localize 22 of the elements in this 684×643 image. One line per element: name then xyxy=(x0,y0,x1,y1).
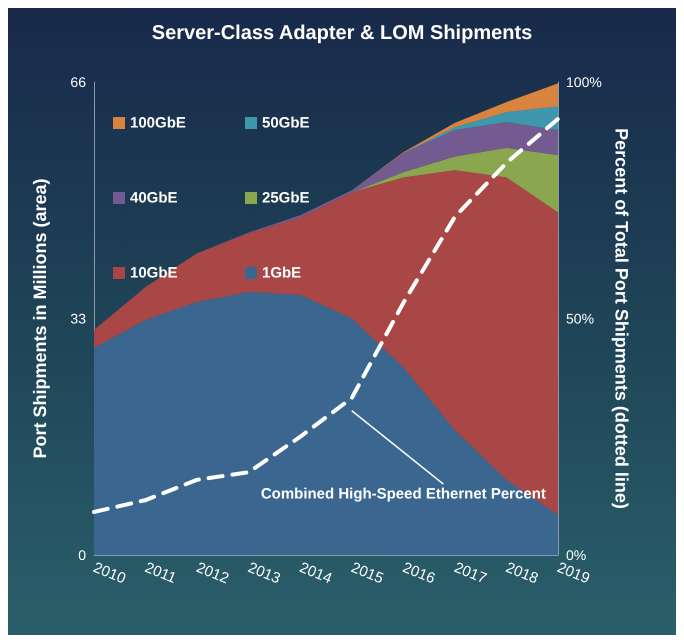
legend-label: 1GbE xyxy=(262,264,302,282)
y2-axis-title: Percent of Total Port Shipments (dotted line) xyxy=(612,128,632,509)
x-tick-label: 2014 xyxy=(297,559,334,588)
x-tick-label: 2010 xyxy=(90,559,128,588)
y2-tick-label: 100% xyxy=(566,74,602,90)
x-tick-label: 2012 xyxy=(194,559,232,588)
x-tick-label: 2011 xyxy=(142,559,179,587)
x-tick-label: 2015 xyxy=(348,559,386,588)
y-tick-label: 0 xyxy=(78,547,86,563)
legend-label: 50GbE xyxy=(262,114,310,132)
x-tick-label: 2017 xyxy=(452,559,489,588)
x-tick-label: 2013 xyxy=(245,559,283,588)
x-tick-label: 2018 xyxy=(503,559,541,588)
legend-label: 100GbE xyxy=(130,114,186,132)
x-tick-label: 2016 xyxy=(400,559,438,588)
legend-label: 25GbE xyxy=(262,190,310,206)
legend-label: 40GbE xyxy=(130,190,178,206)
chart-title: Server-Class Adapter & LOM Shipments xyxy=(152,22,532,44)
y-tick-label: 66 xyxy=(70,74,86,90)
y2-tick-label: 50% xyxy=(566,310,594,326)
y-axis-title: Port Shipments in Millions (area) xyxy=(30,178,50,459)
y-tick-label: 33 xyxy=(70,310,86,326)
